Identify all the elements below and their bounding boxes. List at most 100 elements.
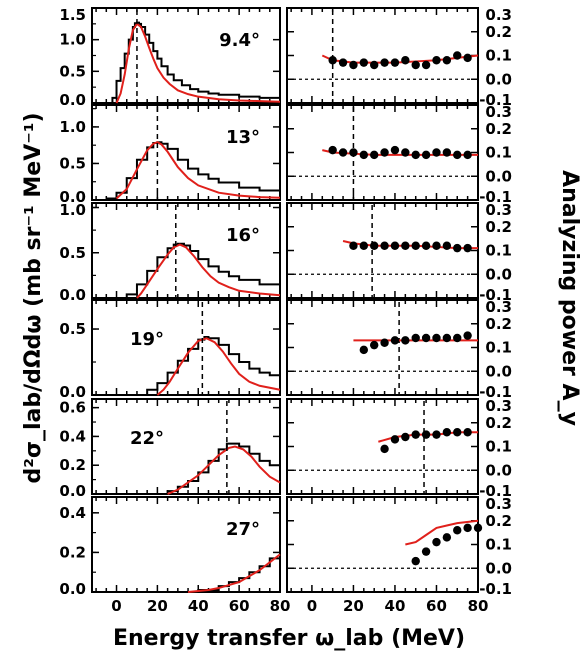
ay-y-tick-label: 0.1 (485, 438, 512, 456)
ay-theory-curve (405, 519, 479, 546)
xs-theory-curve (167, 445, 281, 495)
ay-data-point (453, 51, 462, 60)
ay-y-tick-label: 0.3 (485, 495, 512, 513)
ay-y-tick-label: 0.1 (485, 339, 512, 357)
ay-y-tick-label: 0.3 (485, 103, 512, 121)
xs-y-tick-label: 1.5 (59, 6, 86, 24)
x-axis-title: Energy transfer ω_lab (MeV) (113, 626, 465, 651)
x-tick-label: 40 (385, 597, 406, 615)
ay-data-point (442, 333, 452, 343)
ay-y-tick-label: 0.1 (485, 242, 512, 260)
ay-data-point (432, 333, 441, 343)
ay-y-tick-label: 0.2 (485, 512, 512, 530)
ay-data-point (380, 58, 389, 67)
ay-data-point (442, 533, 452, 542)
xs-y-tick-label: 0.4 (59, 427, 86, 445)
angle-label: 27° (226, 519, 260, 540)
x-tick-label: 20 (147, 597, 168, 615)
xs-y-tick-label: 0.0 (59, 286, 86, 304)
ay-y-tick-label: 0.3 (485, 298, 512, 316)
ay-y-tick-label: 0.2 (485, 414, 512, 432)
panels-layer: 1.51.00.50.09.4°0.30.20.10.0-0.11.00.50.… (59, 6, 512, 615)
ay-y-tick-label: 0.0 (485, 265, 512, 283)
ay-y-tick-label: 0.0 (485, 559, 512, 577)
ay-data-point (401, 241, 410, 250)
ay-y-tick-label: -0.1 (479, 91, 512, 109)
xs-panel-frame (91, 202, 281, 299)
xs-y-tick-label: 0.0 (59, 482, 86, 500)
x-tick-label: 0 (111, 597, 121, 615)
ay-data-point (453, 150, 462, 160)
ay-data-point (442, 56, 452, 65)
ay-data-point (411, 241, 420, 250)
ay-data-point (421, 60, 431, 70)
ay-data-point (453, 243, 462, 253)
x-tick-label: 0 (307, 597, 317, 615)
angle-label: 19° (130, 329, 164, 350)
x-tick-label: 20 (343, 597, 364, 615)
ay-data-point (411, 150, 420, 160)
angle-label: 9.4° (219, 30, 260, 51)
ay-data-point (390, 241, 400, 250)
xs-y-tick-label: 0.0 (59, 91, 86, 109)
ay-y-tick-label: -0.1 (479, 580, 512, 598)
xs-y-tick-label: 0.5 (59, 62, 86, 80)
ay-data-point (442, 428, 452, 437)
x-tick-label: 60 (229, 597, 250, 615)
ay-data-point (359, 58, 369, 67)
ay-data-point (390, 58, 400, 67)
xs-y-tick-label: 1.0 (59, 31, 86, 49)
ay-y-tick-label: 0.0 (485, 167, 512, 185)
ay-data-point (432, 537, 441, 547)
xs-y-tick-label: 1.0 (59, 118, 86, 136)
ay-data-point (421, 430, 431, 439)
ay-data-point (432, 148, 441, 157)
ay-data-point (421, 333, 431, 343)
xs-y-tick-label: 0.0 (59, 383, 86, 401)
ay-data-point (349, 148, 358, 157)
ay-data-point (380, 338, 389, 347)
ay-data-point (453, 428, 462, 437)
xs-y-tick-label: 0.6 (59, 399, 86, 417)
xs-theory-curve (115, 141, 281, 200)
xs-panel-frame (91, 398, 281, 495)
ay-y-tick-label: 0.3 (485, 6, 512, 24)
ay-y-tick-label: 0.2 (485, 218, 512, 236)
xs-y-tick-label: 0.0 (59, 188, 86, 206)
ay-data-point (369, 60, 379, 70)
ay-data-point (401, 336, 410, 345)
ay-data-point (401, 148, 410, 157)
ay-data-point (338, 58, 348, 67)
ay-data-point (380, 241, 389, 250)
ay-y-tick-label: 0.0 (485, 362, 512, 380)
xs-panel-frame (91, 299, 281, 396)
ay-data-point (401, 432, 410, 442)
ay-data-point (359, 150, 369, 160)
ay-data-point (453, 526, 462, 535)
xs-y-tick-label: 0.5 (59, 154, 86, 172)
xs-y-tick-label: 0.2 (59, 456, 86, 474)
ay-data-point (432, 430, 441, 439)
xs-data-series (106, 21, 281, 104)
ay-y-tick-label: 0.0 (485, 70, 512, 88)
ay-data-point (432, 241, 441, 250)
ay-data-point (421, 241, 431, 250)
ay-data-point (390, 336, 400, 345)
ay-data-point (463, 331, 472, 340)
xs-y-tick-label: 0.5 (59, 320, 86, 338)
ay-data-point (328, 56, 337, 65)
xs-y-tick-label: 0.4 (59, 504, 86, 522)
ay-y-tick-label: -0.1 (479, 383, 512, 401)
xs-y-tick-label: 0.5 (59, 244, 86, 262)
ay-data-point (390, 145, 400, 155)
ay-data-point (380, 444, 389, 454)
ay-y-tick-label: -0.1 (479, 286, 512, 304)
ay-data-point (473, 523, 483, 533)
ay-data-point (401, 56, 410, 65)
ay-data-point (390, 435, 400, 444)
ay-y-tick-label: 0.1 (485, 144, 512, 162)
x-tick-label: 80 (468, 597, 489, 615)
ay-data-point (421, 150, 431, 160)
